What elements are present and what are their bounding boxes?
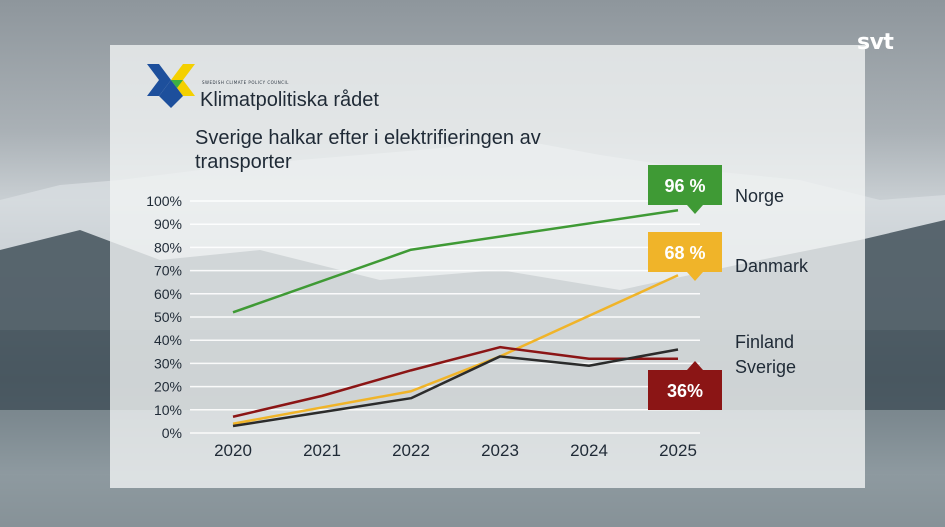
series-line-sverige: [232, 345, 678, 418]
org-small-label: SWEDISH CLIMATE POLICY COUNCIL: [202, 80, 289, 85]
chart-panel: [110, 45, 865, 488]
x-tick-label: 2022: [392, 441, 430, 460]
series-label-sverige: Sverige: [735, 357, 796, 377]
y-tick-label: 60%: [154, 286, 182, 302]
badge-label-sverige: 36%: [667, 381, 703, 401]
x-tick-label: 2024: [570, 441, 608, 460]
x-tick-label: 2023: [481, 441, 519, 460]
y-tick-label: 90%: [154, 216, 182, 232]
series-label-danmark: Danmark: [735, 256, 809, 276]
council-logo-icon: [147, 64, 195, 108]
y-tick-label: 0%: [162, 425, 182, 441]
badge-pointer-sverige: [687, 361, 703, 370]
y-tick-label: 40%: [154, 332, 182, 348]
y-tick-label: 70%: [154, 263, 182, 279]
y-tick-label: 30%: [154, 355, 182, 371]
series-label-finland: Finland: [735, 332, 794, 352]
badge-danmark: [648, 232, 722, 272]
x-tick-label: 2021: [303, 441, 341, 460]
y-tick-label: 80%: [154, 239, 182, 255]
y-tick-label: 20%: [154, 379, 182, 395]
org-name: Klimatpolitiska rådet: [200, 89, 379, 111]
series-line-finland: [232, 348, 679, 428]
y-tick-label: 10%: [154, 402, 182, 418]
badge-pointer-norge: [687, 205, 703, 214]
y-tick-label: 100%: [146, 193, 182, 209]
series-line-danmark: [232, 274, 679, 425]
series-line-norge: [232, 209, 679, 314]
badge-sverige: [648, 370, 722, 410]
series-label-norge: Norge: [735, 186, 784, 206]
chart-title: Sverige halkar efter i elektrifieringen …: [195, 127, 541, 173]
x-tick-label: 2020: [214, 441, 252, 460]
y-tick-label: 50%: [154, 309, 182, 325]
badge-label-norge: 96 %: [664, 176, 705, 196]
x-tick-label: 2025: [659, 441, 697, 460]
badge-pointer-danmark: [687, 272, 703, 281]
badge-norge: [648, 165, 722, 205]
channel-logo: svt: [857, 30, 894, 55]
badge-label-danmark: 68 %: [664, 243, 705, 263]
